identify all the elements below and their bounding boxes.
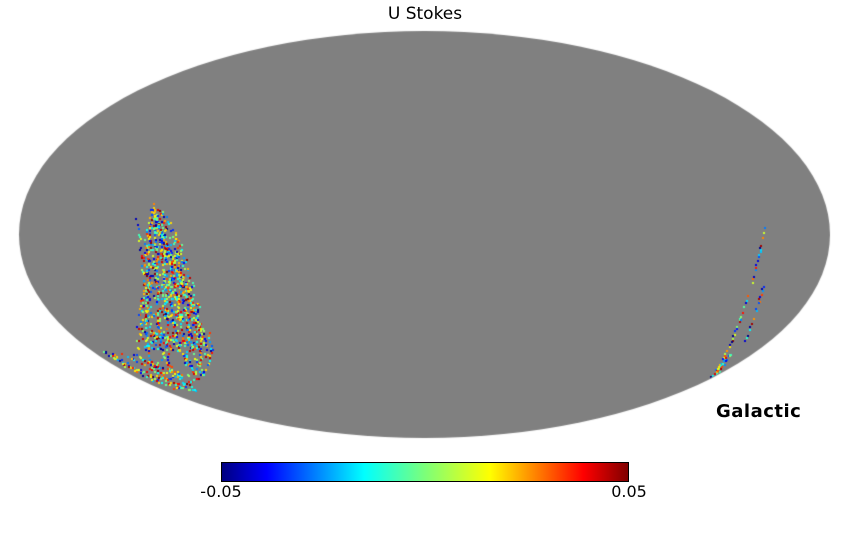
colorbar: [221, 462, 629, 482]
plot-title: U Stokes: [387, 4, 463, 24]
colorbar-max-label: 0.05: [611, 482, 647, 501]
coordinate-system-label: Galactic: [716, 401, 802, 422]
colorbar-min-label: -0.05: [200, 482, 242, 501]
